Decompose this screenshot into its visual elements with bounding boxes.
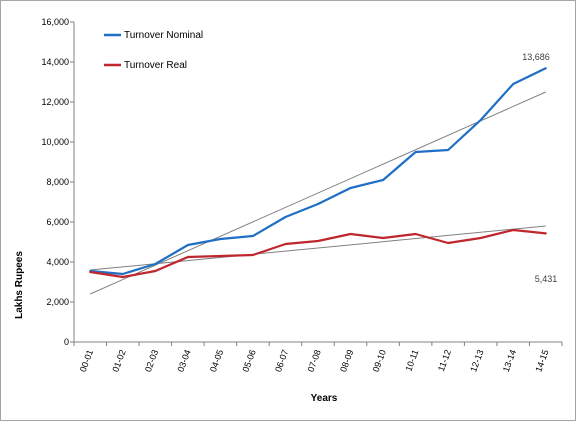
x-tick-label: 05-06 [241, 348, 258, 373]
data-point-real [544, 232, 547, 235]
data-point-nominal [544, 67, 547, 70]
x-tick-label: 09-10 [371, 348, 388, 373]
y-tick-label: 6,000 [46, 217, 69, 227]
data-point-nominal [512, 83, 514, 85]
y-tick-label: 2,000 [46, 297, 69, 307]
x-tick-label: 07-08 [306, 348, 323, 373]
data-point-nominal [219, 238, 222, 240]
legend-label-nominal: Turnover Nominal [124, 30, 203, 41]
series-line-real [89, 228, 547, 279]
x-tick-label: 13-14 [501, 348, 518, 373]
y-tick-label: 8,000 [46, 177, 69, 187]
y-tick-label: 14,000 [41, 57, 69, 67]
x-tick-label: 03-04 [175, 348, 192, 373]
data-point-nominal [154, 263, 157, 265]
data-point-real [284, 243, 287, 245]
y-tick-label: 16,000 [41, 17, 69, 27]
x-axis-ticks: 00-01 01-02 02-03 03-04 04-05 05-06 06-07 07-08… [73, 342, 563, 373]
data-point-real [252, 254, 254, 256]
y-tick-label: 4,000 [46, 257, 69, 267]
y-tick-label: 0 [64, 337, 69, 347]
data-point-nominal [479, 119, 482, 121]
y-axis-title: Lakhs Rupees [14, 251, 25, 319]
x-tick-label: 00-01 [78, 348, 95, 373]
data-point-real [447, 242, 449, 244]
x-tick-label: 14-15 [533, 348, 550, 373]
y-tick-label: 10,000 [41, 137, 69, 147]
data-point-real [382, 237, 384, 239]
series-lines [89, 67, 547, 279]
data-point-nominal [317, 203, 319, 205]
data-label-nominal-end: 13,686 [522, 52, 550, 62]
x-tick-label: 11-12 [436, 348, 453, 372]
data-point-nominal [447, 149, 449, 151]
data-point-real [512, 229, 514, 231]
trendline-real [90, 225, 546, 271]
data-point-real [479, 237, 482, 239]
x-tick-label: 12-13 [468, 348, 485, 373]
data-point-real [122, 276, 124, 278]
data-point-nominal [284, 216, 287, 218]
data-point-nominal [122, 273, 124, 275]
data-point-real [219, 255, 222, 257]
x-tick-label: 02-03 [143, 348, 160, 373]
data-point-real [154, 270, 157, 272]
x-tick-label: 06-07 [273, 348, 290, 373]
data-point-real [187, 256, 189, 258]
series-line-nominal [89, 67, 547, 276]
data-point-nominal [382, 179, 384, 181]
data-point-nominal [187, 244, 189, 246]
y-tick-label: 12,000 [41, 97, 69, 107]
data-label-real-end: 5,431 [535, 274, 558, 284]
data-point-real [89, 271, 92, 273]
data-point-real [317, 240, 319, 242]
data-point-nominal [252, 235, 254, 237]
x-axis-title: Years [311, 393, 338, 404]
legend: Turnover Nominal Turnover Real [104, 30, 203, 71]
data-point-real [349, 233, 352, 235]
x-tick-label: 01-02 [110, 348, 127, 373]
x-tick-label: 10-11 [403, 348, 420, 372]
data-point-nominal [414, 151, 417, 153]
x-tick-label: 08-09 [338, 348, 355, 373]
data-point-real [414, 233, 417, 235]
trendlines [90, 91, 546, 295]
trendline-nominal [90, 91, 546, 295]
x-tick-label: 04-05 [208, 348, 225, 373]
data-point-nominal [349, 187, 352, 189]
y-axis-ticks: 0 2,000 4,000 6,000 8,000 10,000 12,000 14,000 1… [41, 17, 74, 347]
legend-label-real: Turnover Real [124, 60, 187, 71]
